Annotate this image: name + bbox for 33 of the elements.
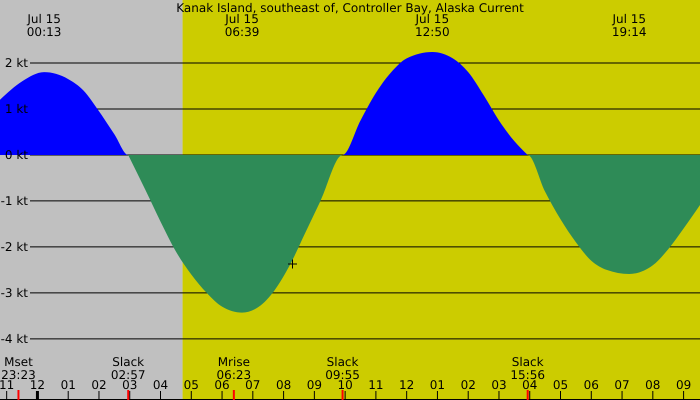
x-tick-label: 08 (276, 378, 292, 392)
x-tick-label: 01 (60, 378, 76, 392)
x-tick-label: 02 (91, 378, 107, 392)
x-tick-label: 09 (306, 378, 322, 392)
x-tick-label: 06 (584, 378, 599, 392)
x-tick-label: 11 (0, 378, 14, 392)
x-tick-label: 02 (460, 378, 476, 392)
annotation: Jul 15 00:13 (26, 12, 62, 39)
y-tick-label: -1 kt (0, 194, 28, 208)
y-tick-label: 2 kt (4, 56, 28, 70)
x-tick-label: 06 (214, 378, 230, 392)
x-tick-label: 12 (399, 378, 414, 392)
x-tick-label: 03 (122, 378, 138, 392)
x-tick-label: 07 (614, 378, 630, 392)
annotation: Jul 15 12:50 (414, 12, 450, 39)
x-tick-label: 05 (184, 378, 199, 392)
x-tick-label: 01 (430, 378, 446, 392)
x-tick-label: 04 (152, 378, 168, 392)
x-tick-label: 05 (552, 378, 568, 392)
x-tick-label: 07 (245, 378, 260, 392)
x-tick-label: 09 (676, 378, 692, 392)
annotation: Jul 15 06:39 (224, 12, 260, 39)
x-tick-label: 11 (368, 378, 384, 392)
x-tick-label: 04 (522, 378, 538, 392)
x-tick-label: 03 (491, 378, 507, 392)
x-tick-label: 12 (30, 378, 46, 392)
annotation: Jul 15 19:14 (611, 12, 647, 39)
y-tick-label: -4 kt (0, 332, 28, 346)
x-tick-label: 10 (337, 378, 353, 392)
y-tick-label: -3 kt (0, 286, 28, 300)
y-tick-label: -2 kt (0, 240, 28, 254)
x-tick-label: 08 (645, 378, 660, 392)
y-tick-label: 1 kt (4, 102, 28, 116)
